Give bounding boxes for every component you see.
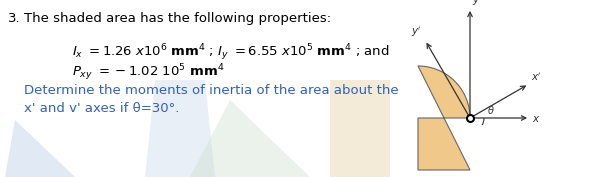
Text: Determine the moments of inertia of the area about the: Determine the moments of inertia of the …: [24, 84, 399, 97]
Polygon shape: [330, 80, 390, 177]
Text: $y'$: $y'$: [411, 25, 422, 39]
Text: $x$: $x$: [532, 114, 541, 124]
Text: $I_x$ $= 1.26\ x10^6\ \mathbf{mm}^4$ ; $I_y$ $= 6.55\ x10^5\ \mathbf{mm}^4$ ; an: $I_x$ $= 1.26\ x10^6\ \mathbf{mm}^4$ ; $…: [72, 42, 390, 63]
Text: 3.: 3.: [8, 12, 21, 25]
Polygon shape: [190, 100, 310, 177]
Text: $\theta$: $\theta$: [487, 104, 495, 116]
Polygon shape: [145, 80, 215, 177]
Text: $x'$: $x'$: [531, 71, 542, 83]
Text: The shaded area has the following properties:: The shaded area has the following proper…: [24, 12, 331, 25]
Polygon shape: [5, 120, 75, 177]
Polygon shape: [418, 66, 470, 170]
Text: $y$: $y$: [472, 0, 480, 7]
Text: x' and v' axes if θ=30°.: x' and v' axes if θ=30°.: [24, 102, 179, 115]
Text: $P_{xy}$ $= -1.02\ 10^5\ \mathbf{mm}^4$: $P_{xy}$ $= -1.02\ 10^5\ \mathbf{mm}^4$: [72, 62, 225, 83]
